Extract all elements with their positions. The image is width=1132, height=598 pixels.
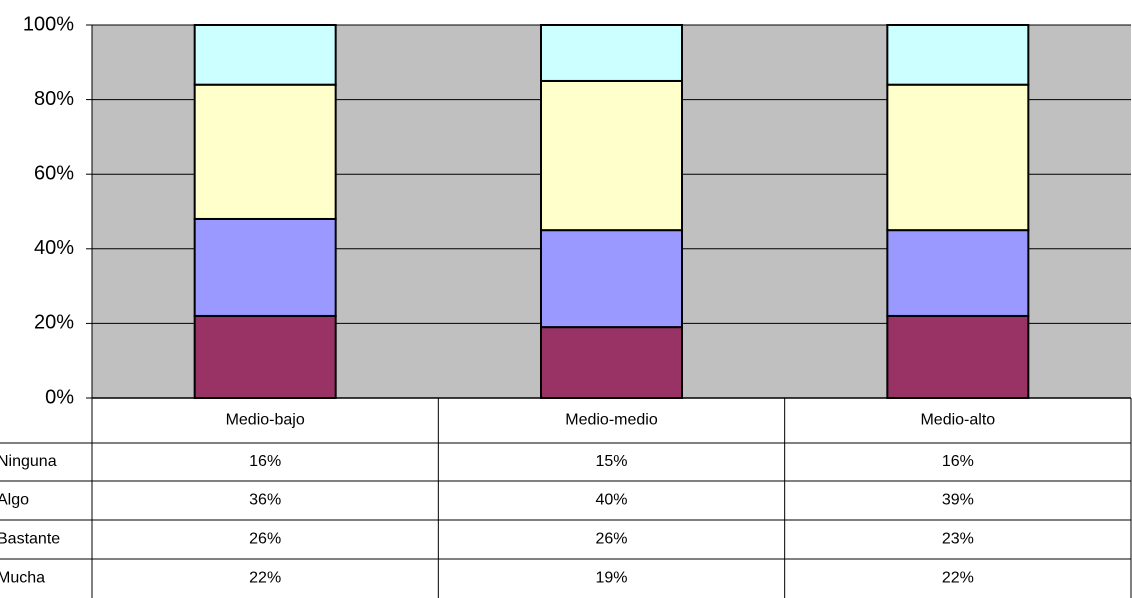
y-tick-label: 80%: [34, 88, 74, 110]
table-cell: 23%: [942, 531, 974, 548]
bar-segment: [193, 217, 337, 317]
bar-segment: [193, 314, 337, 399]
bar-segment: [540, 229, 683, 329]
legend-label: Ninguna: [0, 453, 57, 470]
y-tick-label: 0%: [45, 386, 74, 408]
bar-segment: [886, 24, 1030, 86]
x-tick-label: Medio-medio: [565, 412, 658, 429]
legend-label: Bastante: [0, 531, 60, 548]
y-tick-label: 100%: [23, 13, 74, 35]
y-tick-label: 60%: [34, 162, 74, 184]
bar-segment: [540, 326, 683, 400]
bar-segment: [886, 83, 1030, 232]
bar-segment: [193, 83, 337, 220]
bar-segment: [886, 314, 1030, 399]
legend-label: Mucha: [0, 570, 45, 587]
table-cell: 16%: [942, 453, 974, 470]
table-cell: 16%: [249, 453, 281, 470]
y-tick-label: 40%: [34, 237, 74, 259]
bar-segment: [540, 79, 683, 232]
y-tick-label: 20%: [34, 312, 74, 334]
table-cell: 22%: [942, 570, 974, 587]
table-cell: 19%: [595, 570, 627, 587]
legend-label: Algo: [0, 492, 29, 509]
table-cell: 15%: [595, 453, 627, 470]
bar-segment: [886, 229, 1030, 317]
x-tick-label: Medio-bajo: [226, 412, 305, 429]
bar-segment: [193, 24, 337, 86]
table-cell: 39%: [942, 492, 974, 509]
table-cell: 26%: [595, 531, 627, 548]
table-cell: 26%: [249, 531, 281, 548]
table-cell: 40%: [595, 492, 627, 509]
table-cell: 36%: [249, 492, 281, 509]
table-cell: 22%: [249, 570, 281, 587]
bar-segment: [540, 24, 683, 82]
x-tick-label: Medio-alto: [920, 412, 995, 429]
